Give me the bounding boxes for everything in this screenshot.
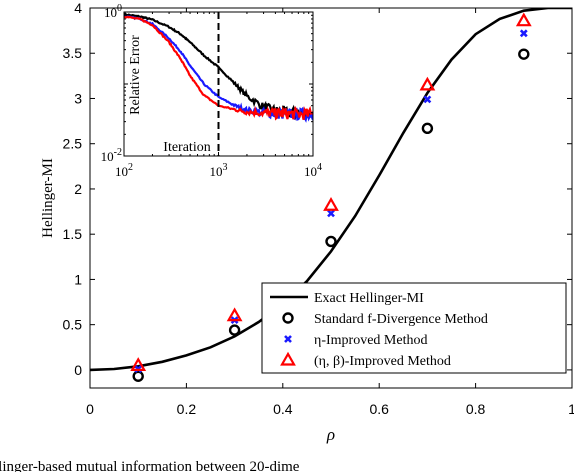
- data-point-etabeta: [515, 12, 532, 27]
- data-point-etabeta: [226, 307, 243, 322]
- y-axis-ticks: 0 0.5 1 1.5 2 2.5 3 3.5 4: [63, 0, 572, 378]
- data-point-standard: [518, 48, 530, 60]
- legend-swatch-etabeta: [280, 351, 296, 366]
- inset-tick-base: 10: [101, 149, 114, 164]
- x-tick-label: 1: [568, 401, 574, 417]
- main-series-layer: [90, 8, 572, 372]
- inset-x-tick-label: 104: [304, 162, 322, 179]
- data-point-etabeta: [419, 76, 436, 91]
- inset-tick-exponent: 4: [317, 162, 322, 173]
- inset-y-tick-label: 100: [104, 3, 122, 20]
- y-tick-label: 0.5: [63, 317, 83, 333]
- inset-tick-base: 10: [304, 164, 317, 179]
- x-axis-ticks: 0 0.2 0.4 0.6 0.8 1: [86, 8, 574, 417]
- x-tick-label: 0.6: [369, 401, 389, 417]
- data-point-etabeta: [130, 357, 147, 371]
- y-axis-label: Hellinger-MI: [40, 158, 56, 238]
- data-point-standard: [421, 122, 434, 135]
- legend: Exact Hellinger-MI Standard f-Divergence …: [270, 291, 488, 369]
- inset-tick-base: 10: [104, 5, 117, 20]
- main-markers-layer: [130, 12, 532, 382]
- y-tick-label: 2.5: [63, 136, 83, 152]
- inset-x-tick-label: 103: [210, 162, 228, 179]
- caption-fragment: llinger-based mutual information between…: [0, 459, 300, 472]
- y-tick-label: 3: [74, 90, 82, 106]
- inset-x-tick-label: 102: [115, 162, 133, 179]
- legend-swatch-eta: [284, 335, 292, 343]
- y-tick-label: 4: [74, 0, 82, 16]
- legend-label-eta: η-Improved Method: [314, 333, 427, 348]
- inset-tick-base: 10: [115, 164, 128, 179]
- data-point-etabeta: [323, 197, 339, 211]
- y-tick-label: 3.5: [63, 45, 83, 61]
- data-point-eta: [327, 209, 335, 218]
- legend-box: [261, 282, 567, 374]
- y-tick-label: 1.5: [63, 226, 83, 242]
- data-point-standard: [228, 324, 241, 336]
- inset-tick-exponent: -2: [114, 147, 122, 158]
- x-tick-label: 0.8: [466, 401, 486, 417]
- data-point-standard: [325, 235, 337, 248]
- inset-tick-base: 10: [210, 164, 223, 179]
- x-tick-label: 0.2: [177, 401, 197, 417]
- x-axis-label: ρ: [326, 425, 335, 444]
- inset-tick-exponent: 2: [128, 162, 133, 173]
- legend-label-etabeta: (η, β)-Improved Method: [314, 354, 451, 369]
- data-point-eta: [423, 95, 432, 104]
- data-point-eta: [519, 29, 528, 38]
- y-tick-label: 0: [74, 362, 82, 378]
- inset-tick-exponent: 0: [117, 3, 122, 14]
- inset-tick-exponent: 3: [223, 162, 228, 173]
- plot-area-frame: [89, 7, 573, 389]
- inset-y-tick-label: 10-2: [101, 147, 122, 164]
- y-tick-label: 1: [74, 271, 82, 287]
- data-point-standard: [132, 370, 144, 382]
- legend-label-exact: Exact Hellinger-MI: [314, 291, 424, 306]
- inset-x-axis-label: Iteration: [163, 140, 210, 155]
- legend-label-standard: Standard f-Divergence Method: [314, 312, 488, 327]
- inset-y-axis-label: Relative Error: [128, 35, 143, 115]
- legend-swatch-standard: [282, 312, 294, 324]
- x-tick-label: 0: [86, 401, 94, 417]
- series-line-exact: [90, 8, 572, 372]
- y-tick-label: 2: [74, 181, 82, 197]
- x-tick-label: 0.4: [273, 401, 293, 417]
